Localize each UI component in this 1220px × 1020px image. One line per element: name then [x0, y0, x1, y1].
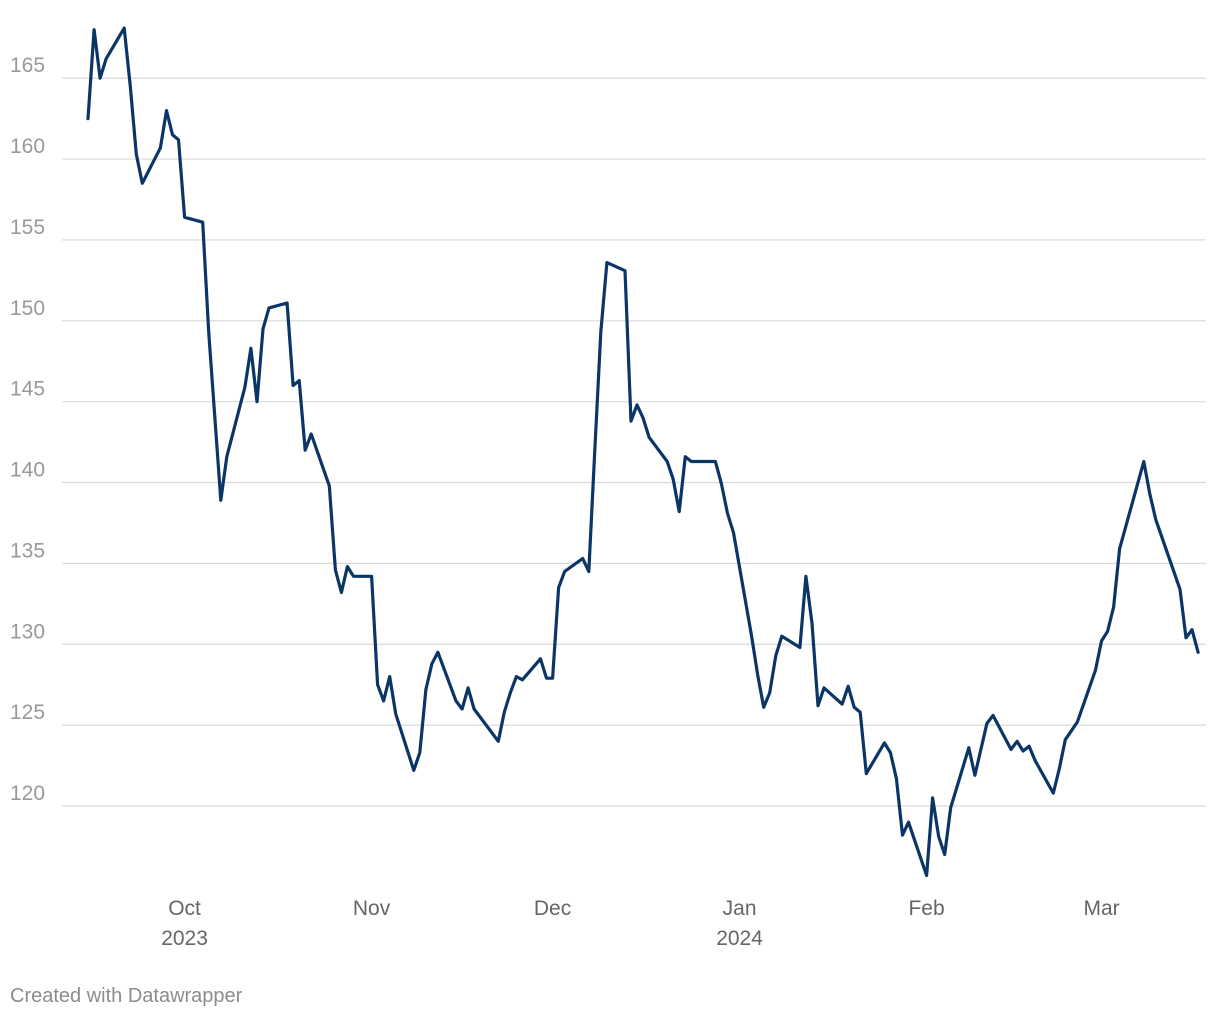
- series-layer: [86, 26, 1200, 878]
- y-tick-label-125: 125: [10, 701, 45, 724]
- y-axis-ticks: 120 125 130 135 140 145 150 155 160 165: [10, 54, 45, 805]
- line-chart: 120 125 130 135 140 145 150 155 160 165 Oct 2023 No…: [10, 26, 1206, 950]
- series-line-0: [86, 26, 1200, 878]
- grid-lines: [62, 77, 1206, 807]
- y-tick-label-155: 155: [10, 216, 45, 239]
- x-tick-label-dec: Dec: [534, 897, 571, 920]
- x-tick-label-nov: Nov: [353, 897, 391, 920]
- y-tick-label-120: 120: [10, 782, 45, 805]
- y-tick-label-165: 165: [10, 54, 45, 77]
- x-axis-ticks: Oct 2023 Nov Dec Jan 2024 Feb Mar: [161, 897, 1119, 950]
- y-tick-label-130: 130: [10, 620, 45, 643]
- y-tick-label-160: 160: [10, 135, 45, 158]
- y-tick-label-135: 135: [10, 539, 45, 562]
- x-tick-year-2024: 2024: [716, 927, 763, 950]
- x-tick-label-feb: Feb: [908, 897, 944, 920]
- y-tick-label-140: 140: [10, 459, 45, 482]
- x-tick-label-oct: Oct: [168, 897, 201, 920]
- x-tick-label-mar: Mar: [1083, 897, 1119, 920]
- x-tick-label-jan: Jan: [723, 897, 757, 920]
- footer-credit: Created with Datawrapper: [10, 985, 243, 1007]
- y-tick-label-150: 150: [10, 297, 45, 320]
- x-tick-year-2023: 2023: [161, 927, 208, 950]
- y-tick-label-145: 145: [10, 378, 45, 401]
